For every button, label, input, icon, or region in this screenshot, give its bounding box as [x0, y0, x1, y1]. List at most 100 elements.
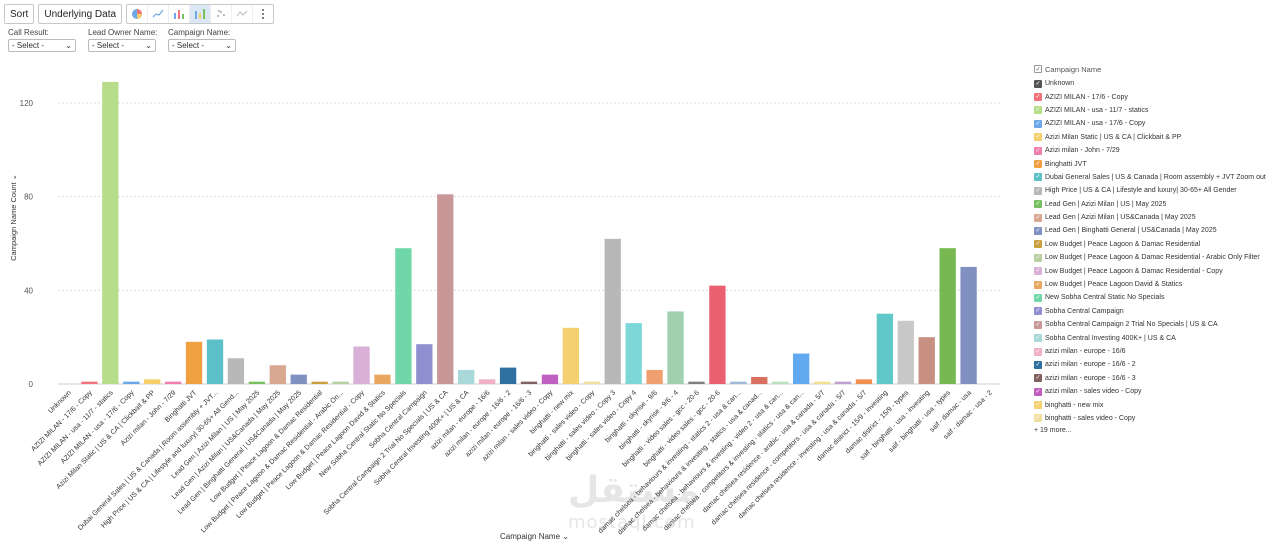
legend-item[interactable]: ✓ Lead Gen | Azizi Milan | US | May 2025 — [1034, 198, 1278, 211]
legend-checkbox-icon[interactable]: ✓ — [1034, 401, 1042, 410]
bar[interactable] — [855, 379, 873, 384]
bar[interactable] — [834, 381, 852, 384]
legend-item[interactable]: ✓ Sobha Central Campaign — [1034, 305, 1278, 318]
legend-title[interactable]: ✓ Campaign Name — [1034, 63, 1278, 75]
legend-checkbox-icon[interactable]: ✓ — [1034, 293, 1042, 302]
bar[interactable] — [395, 248, 412, 384]
legend-item[interactable]: ✓ Sobha Central Investing 400K+ | US & CA — [1034, 331, 1278, 344]
bar[interactable] — [667, 311, 684, 384]
legend-checkbox-icon[interactable]: ✓ — [1034, 173, 1042, 182]
bar[interactable] — [562, 327, 580, 384]
legend-checkbox-icon[interactable]: ✓ — [1034, 65, 1042, 73]
legend-item[interactable]: ✓ azizi milan - europe - 16/6 - 3 — [1034, 372, 1278, 385]
legend-item[interactable]: ✓ Low Budget | Peace Lagoon & Damac Resid… — [1034, 238, 1278, 251]
bar[interactable] — [960, 266, 977, 384]
bar[interactable] — [206, 339, 224, 384]
legend-item[interactable]: ✓ AZIZI MILAN - usa - 17/6 - Copy — [1034, 117, 1278, 130]
bar[interactable] — [751, 376, 768, 384]
bar[interactable] — [437, 194, 454, 384]
bar[interactable] — [144, 379, 161, 384]
bar[interactable] — [374, 374, 391, 384]
bar[interactable] — [813, 381, 831, 384]
bar[interactable] — [164, 381, 182, 384]
y-axis-title[interactable]: Campaign Name Count ⌄ — [8, 174, 18, 261]
bar[interactable] — [688, 381, 705, 384]
legend-item[interactable]: ✓ Binghatti JVT — [1034, 157, 1278, 170]
legend-more-link[interactable]: + 19 more... — [1034, 427, 1072, 435]
legend-checkbox-icon[interactable]: ✓ — [1034, 106, 1042, 115]
legend-checkbox-icon[interactable]: ✓ — [1034, 119, 1042, 128]
x-axis-title[interactable]: Campaign Name ⌄ — [500, 532, 569, 541]
legend-checkbox-icon[interactable]: ✓ — [1034, 360, 1042, 369]
legend-item[interactable]: ✓ Lead Gen | Binghatti General | US&Canad… — [1034, 224, 1278, 237]
bar[interactable] — [520, 381, 538, 384]
bar[interactable] — [604, 238, 621, 384]
lead-owner-select[interactable]: - Select - ⌄ — [88, 39, 156, 52]
bar[interactable] — [646, 369, 663, 384]
bar[interactable] — [332, 381, 349, 384]
legend-item[interactable]: ✓ Sobha Central Campaign 2 Trial No Speci… — [1034, 318, 1278, 331]
legend-item[interactable]: ✓ azizi milan - europe - 16/6 — [1034, 345, 1278, 358]
bar[interactable] — [583, 381, 600, 384]
sort-button[interactable]: Sort — [4, 4, 35, 24]
bar[interactable] — [290, 374, 307, 384]
bar[interactable] — [625, 323, 642, 384]
bar[interactable] — [102, 81, 119, 385]
bar[interactable] — [81, 381, 98, 384]
call-result-select[interactable]: - Select - ⌄ — [8, 39, 76, 52]
line-chart-icon[interactable] — [148, 5, 170, 23]
legend-item[interactable]: ✓ Low Budget | Peace Lagoon David & Stati… — [1034, 278, 1278, 291]
legend-item[interactable]: ✓ binghatti - sales video - Copy — [1034, 412, 1278, 425]
legend-checkbox-icon[interactable]: ✓ — [1034, 160, 1042, 169]
legend-checkbox-icon[interactable]: ✓ — [1034, 200, 1042, 209]
bar[interactable] — [876, 313, 894, 384]
legend-item[interactable]: ✓ New Sobha Central Static No Specials — [1034, 291, 1278, 304]
bar[interactable] — [709, 285, 726, 384]
bar[interactable] — [772, 381, 789, 384]
legend-item[interactable]: ✓ Low Budget | Peace Lagoon & Damac Resid… — [1034, 251, 1278, 264]
bar[interactable] — [541, 374, 559, 384]
legend-item[interactable]: ✓ AZIZI MILAN - 17/6 - Copy — [1034, 90, 1278, 103]
legend-item[interactable]: ✓ Lead Gen | Azizi Milan | US&Canada | Ma… — [1034, 211, 1278, 224]
legend-checkbox-icon[interactable]: ✓ — [1034, 226, 1042, 235]
legend-checkbox-icon[interactable]: ✓ — [1034, 347, 1042, 356]
bar[interactable] — [185, 341, 203, 384]
bar[interactable] — [227, 358, 245, 384]
legend-item[interactable]: ✓ Azizi Milan Static | US & CA | Clickbai… — [1034, 131, 1278, 144]
area-chart-icon[interactable] — [232, 5, 254, 23]
legend-item[interactable]: ✓ azizi milan - europe - 16/6 - 2 — [1034, 358, 1278, 371]
legend-checkbox-icon[interactable]: ✓ — [1034, 213, 1042, 222]
legend-item[interactable]: ✓ Low Budget | Peace Lagoon & Damac Resid… — [1034, 264, 1278, 277]
legend-checkbox-icon[interactable]: ✓ — [1034, 414, 1042, 423]
legend-item[interactable]: ✓ binghatti - new mix — [1034, 398, 1278, 411]
bar[interactable] — [730, 381, 747, 384]
underlying-data-button[interactable]: Underlying Data — [38, 4, 123, 24]
legend-checkbox-icon[interactable]: ✓ — [1034, 133, 1042, 142]
legend-checkbox-icon[interactable]: ✓ — [1034, 79, 1042, 88]
legend-item[interactable]: ✓ Unknown — [1034, 77, 1278, 90]
bar[interactable] — [458, 369, 475, 384]
bar[interactable] — [918, 337, 935, 384]
legend-item[interactable]: ✓ AZIZI MILAN - usa - 11/7 - statics — [1034, 104, 1278, 117]
bar[interactable] — [123, 381, 140, 384]
legend-checkbox-icon[interactable]: ✓ — [1034, 374, 1042, 383]
bar[interactable] — [416, 344, 433, 384]
legend-checkbox-icon[interactable]: ✓ — [1034, 267, 1042, 276]
bar-chart-icon[interactable] — [169, 5, 191, 23]
legend-item[interactable]: ✓ Dubai General Sales | US & Canada | Roo… — [1034, 171, 1278, 184]
legend-checkbox-icon[interactable]: ✓ — [1034, 320, 1042, 329]
more-options-icon[interactable] — [253, 5, 273, 23]
bar[interactable] — [269, 365, 286, 384]
bar[interactable] — [248, 381, 266, 384]
bar[interactable] — [939, 248, 956, 384]
bar[interactable] — [478, 379, 496, 384]
legend-checkbox-icon[interactable]: ✓ — [1034, 280, 1042, 289]
legend-item[interactable]: ✓ azizi milan - sales video - Copy — [1034, 385, 1278, 398]
legend-checkbox-icon[interactable]: ✓ — [1034, 334, 1042, 343]
legend-item[interactable]: ✓ Azizi milan - John - 7/29 — [1034, 144, 1278, 157]
legend-checkbox-icon[interactable]: ✓ — [1034, 387, 1042, 396]
legend-checkbox-icon[interactable]: ✓ — [1034, 253, 1042, 262]
bar[interactable] — [499, 367, 517, 384]
bar[interactable] — [311, 381, 328, 384]
bar[interactable] — [353, 346, 370, 384]
